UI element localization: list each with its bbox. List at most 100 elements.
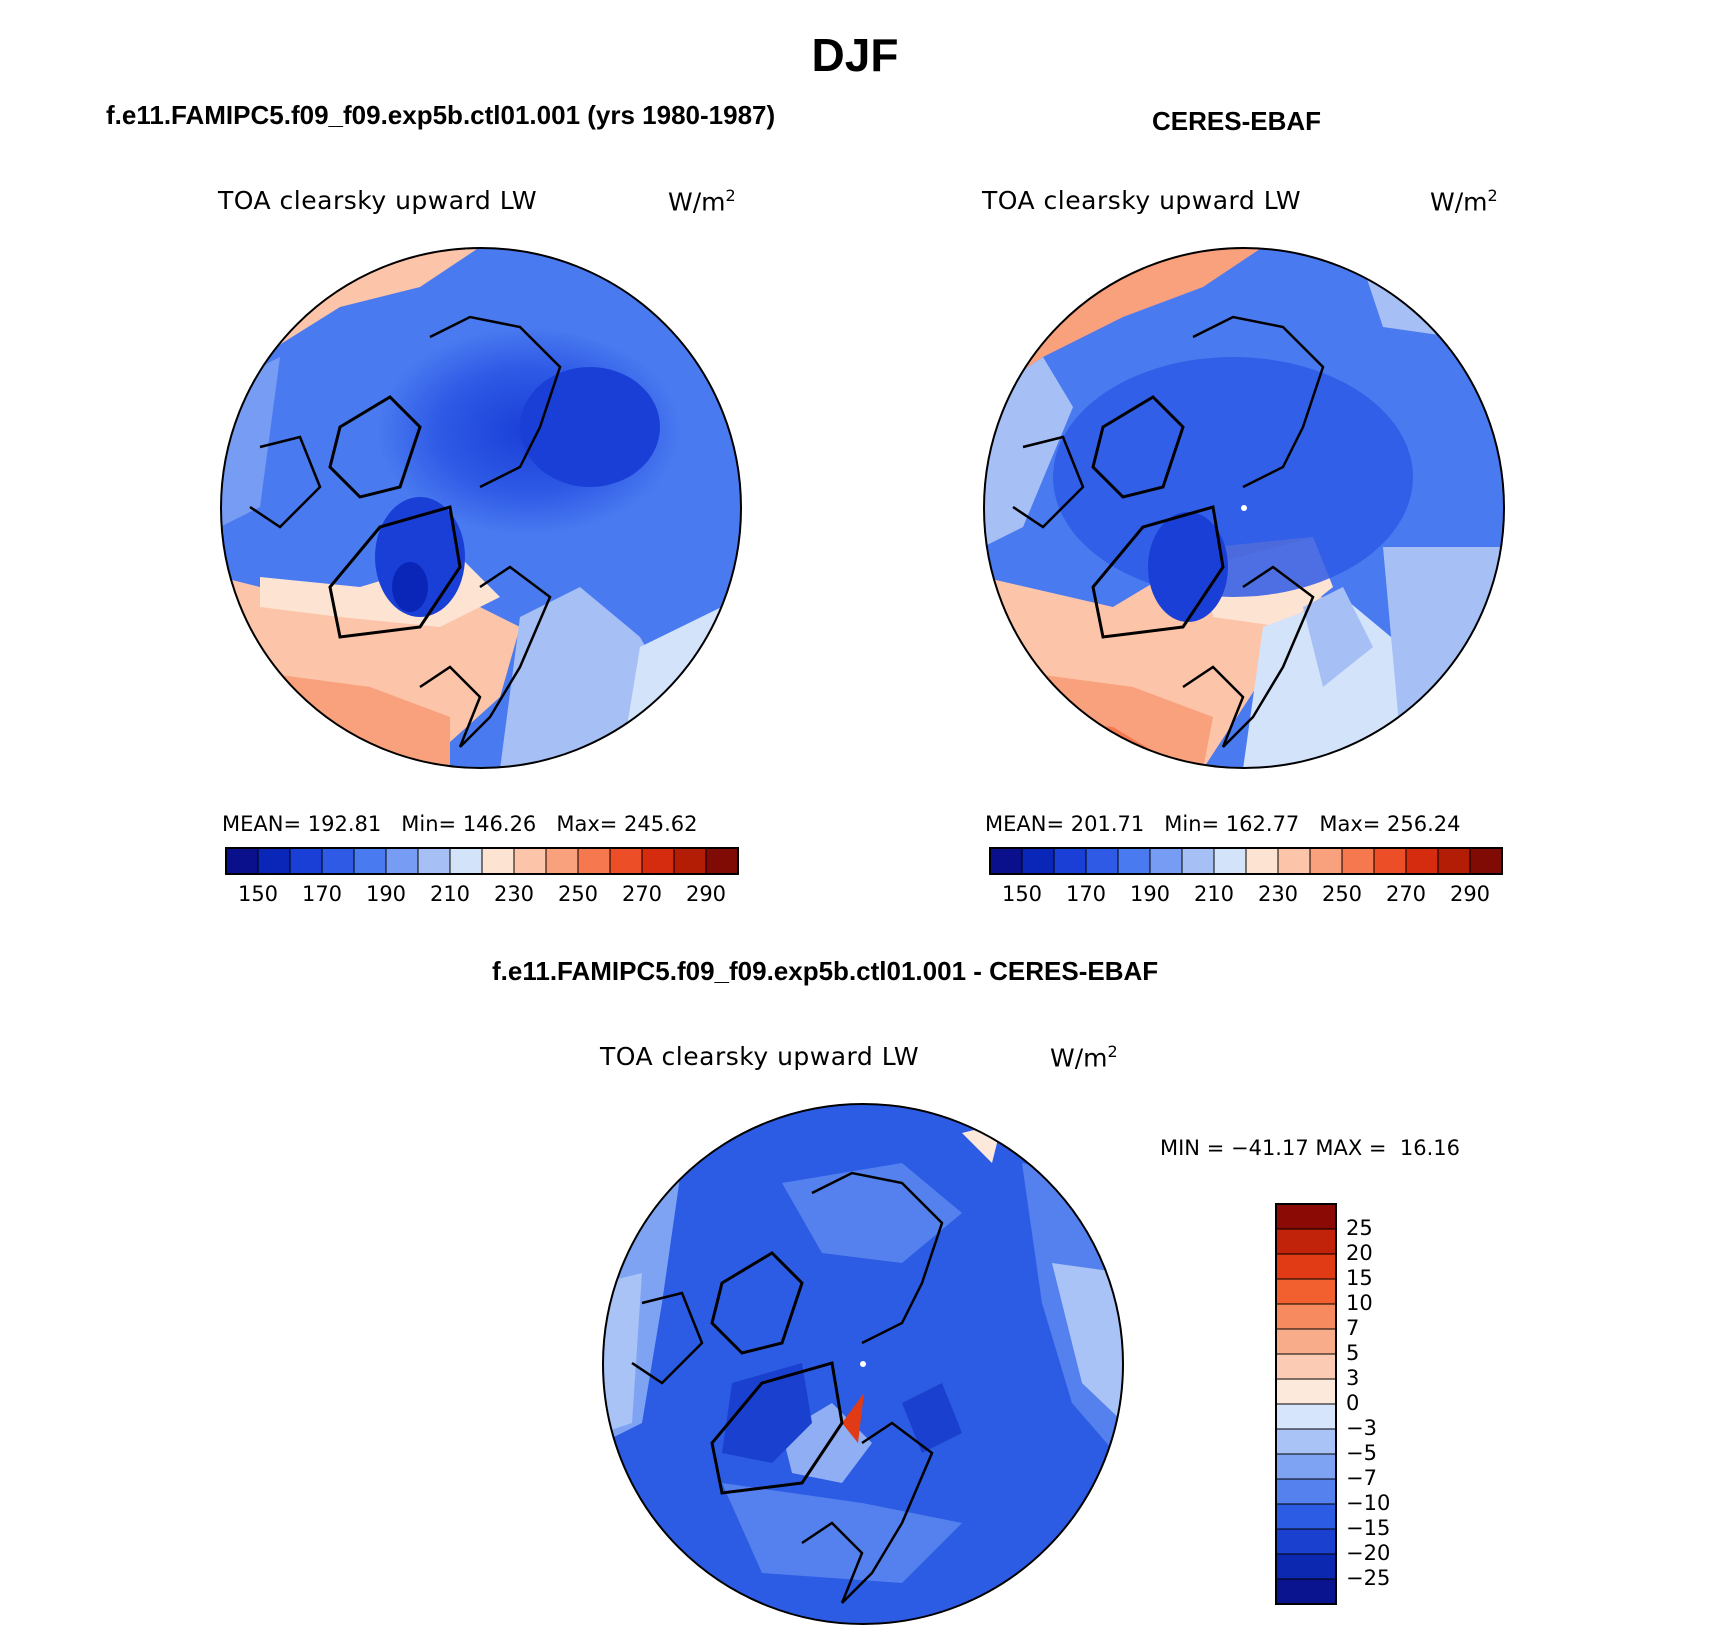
- colorbar-swatch: [1149, 847, 1183, 875]
- colorbar-swatch: [385, 847, 419, 875]
- colorbar-tick-label: 230: [493, 882, 535, 906]
- colorbar-swatch: [1275, 1303, 1337, 1330]
- panel-3-title: f.e11.FAMIPC5.f09_f09.exp5b.ctl01.001 - …: [492, 956, 1159, 986]
- colorbar-swatch: [577, 847, 611, 875]
- colorbar-swatch: [1275, 1528, 1337, 1555]
- colorbar-swatch: [705, 847, 739, 875]
- colorbar-tick-label: −25: [1346, 1566, 1391, 1590]
- colorbar-swatch: [1275, 1228, 1337, 1255]
- colorbar-tick-label: 250: [1321, 882, 1363, 906]
- colorbar-tick-label: 210: [1193, 882, 1235, 906]
- panel-2-colorbar: [989, 847, 1503, 875]
- panel-2-stats: MEAN= 201.71 Min= 162.77 Max= 256.24: [985, 812, 1461, 836]
- colorbar-swatch: [1373, 847, 1407, 875]
- colorbar-tick-label: −7: [1346, 1466, 1377, 1490]
- colorbar-tick-label: 170: [301, 882, 343, 906]
- figure-title: DJF: [811, 29, 899, 81]
- panel-2-map: [983, 247, 1505, 769]
- colorbar-tick-label: 250: [557, 882, 599, 906]
- colorbar-swatch: [1277, 847, 1311, 875]
- panel-2-units: W/m2: [1430, 186, 1498, 217]
- colorbar-tick-label: 290: [685, 882, 727, 906]
- colorbar-tick-label: 170: [1065, 882, 1107, 906]
- colorbar-swatch: [1021, 847, 1055, 875]
- colorbar-swatch: [225, 847, 259, 875]
- colorbar-tick-label: 270: [1385, 882, 1427, 906]
- colorbar-tick-label: 270: [621, 882, 663, 906]
- colorbar-swatch: [1275, 1478, 1337, 1505]
- panel-3-variable: TOA clearsky upward LW: [600, 1042, 920, 1071]
- colorbar-tick-label: 15: [1346, 1266, 1373, 1290]
- colorbar-tick-label: 150: [1001, 882, 1043, 906]
- colorbar-swatch: [257, 847, 291, 875]
- colorbar-tick-label: −20: [1346, 1541, 1391, 1565]
- colorbar-swatch: [1275, 1553, 1337, 1580]
- colorbar-tick-label: 25: [1346, 1216, 1373, 1240]
- colorbar-swatch: [1053, 847, 1087, 875]
- panel-2-title: CERES-EBAF: [1152, 106, 1322, 136]
- colorbar-swatch: [1275, 1353, 1337, 1380]
- colorbar-tick-label: 7: [1346, 1316, 1360, 1340]
- panel-2-variable: TOA clearsky upward LW: [982, 186, 1302, 215]
- colorbar-tick-label: −15: [1346, 1516, 1391, 1540]
- colorbar-swatch: [513, 847, 547, 875]
- colorbar-swatch: [1275, 1503, 1337, 1530]
- colorbar-swatch: [1275, 1203, 1337, 1230]
- colorbar-swatch: [609, 847, 643, 875]
- colorbar-swatch: [1085, 847, 1119, 875]
- colorbar-tick-label: 290: [1449, 882, 1491, 906]
- colorbar-swatch: [1275, 1453, 1337, 1480]
- colorbar-tick-label: −5: [1346, 1441, 1377, 1465]
- colorbar-swatch: [353, 847, 387, 875]
- colorbar-tick-label: −3: [1346, 1416, 1377, 1440]
- colorbar-swatch: [321, 847, 355, 875]
- colorbar-swatch: [1275, 1328, 1337, 1355]
- panel-1-units: W/m2: [668, 186, 736, 217]
- panel-3-stats: MIN = −41.17 MAX = 16.16: [1160, 1136, 1461, 1160]
- colorbar-swatch: [1275, 1253, 1337, 1280]
- colorbar-frame: [225, 847, 739, 875]
- panel-1-stats: MEAN= 192.81 Min= 146.26 Max= 245.62: [222, 812, 698, 836]
- colorbar-swatch: [1117, 847, 1151, 875]
- panel-1-colorbar: [225, 847, 739, 875]
- panel-3-map: [602, 1103, 1124, 1625]
- colorbar-tick-label: 190: [365, 882, 407, 906]
- colorbar-frame: [989, 847, 1503, 875]
- colorbar-swatch: [989, 847, 1023, 875]
- colorbar-swatch: [1275, 1428, 1337, 1455]
- panel-3-units: W/m2: [1050, 1042, 1118, 1073]
- colorbar-tick-label: 3: [1346, 1366, 1360, 1390]
- colorbar-swatch: [641, 847, 675, 875]
- colorbar-swatch: [289, 847, 323, 875]
- panel-1-variable: TOA clearsky upward LW: [218, 186, 538, 215]
- colorbar-tick-label: 0: [1346, 1391, 1360, 1415]
- panel-1-map: [220, 247, 742, 769]
- colorbar-frame: [1275, 1203, 1337, 1605]
- colorbar-swatch: [449, 847, 483, 875]
- colorbar-swatch: [1275, 1578, 1337, 1605]
- colorbar-swatch: [1275, 1378, 1337, 1405]
- colorbar-tick-label: 5: [1346, 1341, 1360, 1365]
- colorbar-swatch: [1469, 847, 1503, 875]
- colorbar-tick-label: 230: [1257, 882, 1299, 906]
- colorbar-swatch: [1437, 847, 1471, 875]
- colorbar-swatch: [481, 847, 515, 875]
- colorbar-tick-label: −10: [1346, 1491, 1391, 1515]
- colorbar-tick-label: 190: [1129, 882, 1171, 906]
- colorbar-tick-label: 10: [1346, 1291, 1373, 1315]
- colorbar-swatch: [673, 847, 707, 875]
- colorbar-swatch: [1309, 847, 1343, 875]
- panel-1-title: f.e11.FAMIPC5.f09_f09.exp5b.ctl01.001 (y…: [106, 100, 776, 130]
- colorbar-swatch: [1405, 847, 1439, 875]
- colorbar-swatch: [1275, 1403, 1337, 1430]
- colorbar-swatch: [1213, 847, 1247, 875]
- colorbar-swatch: [1275, 1278, 1337, 1305]
- colorbar-tick-label: 210: [429, 882, 471, 906]
- panel-3-colorbar: [1275, 1203, 1337, 1605]
- colorbar-swatch: [545, 847, 579, 875]
- colorbar-tick-label: 20: [1346, 1241, 1373, 1265]
- colorbar-swatch: [1341, 847, 1375, 875]
- colorbar-swatch: [1181, 847, 1215, 875]
- colorbar-swatch: [417, 847, 451, 875]
- colorbar-swatch: [1245, 847, 1279, 875]
